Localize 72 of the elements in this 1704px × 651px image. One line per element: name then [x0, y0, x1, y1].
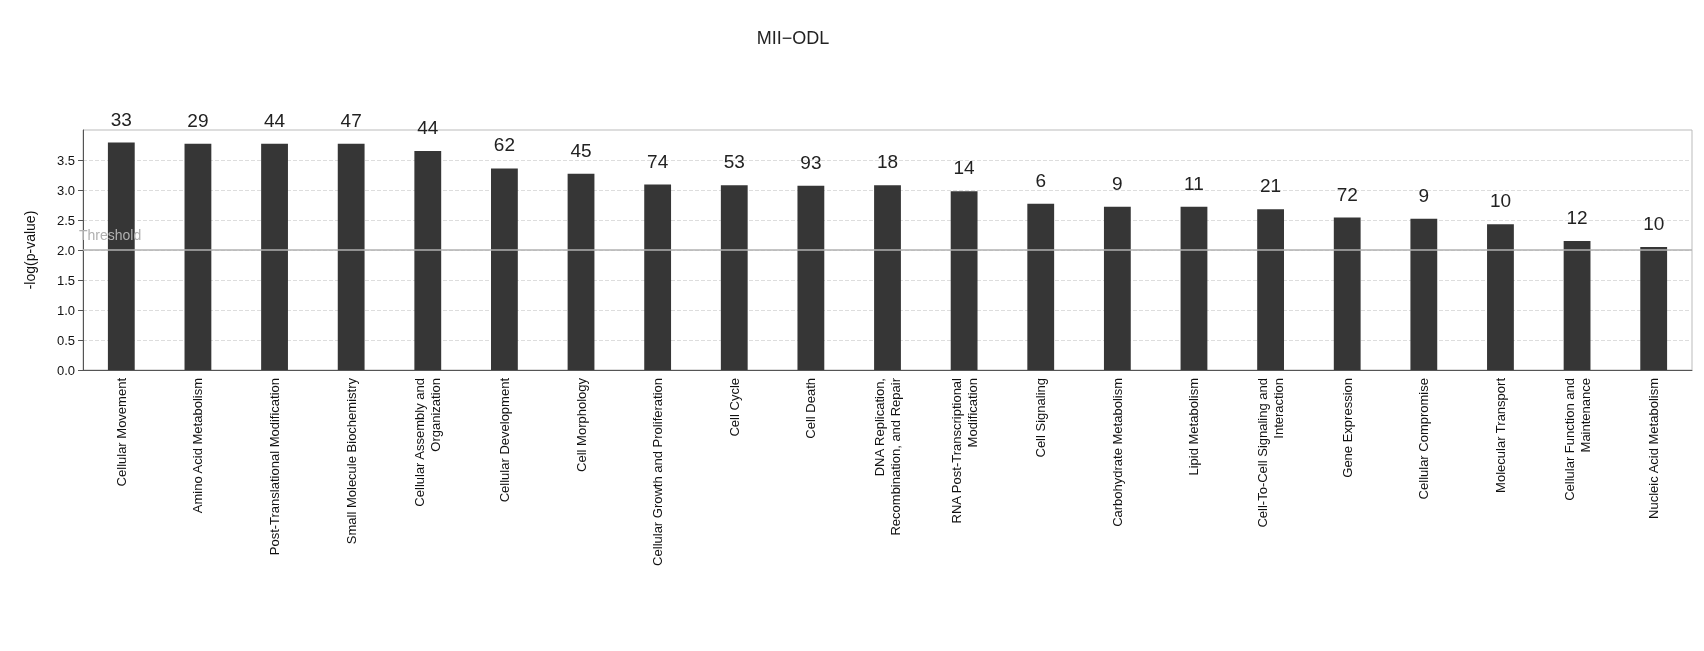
annotation: 72: [1336, 183, 1358, 205]
bar: [491, 168, 518, 370]
x-tick-label: Carbohydrate Metabolism: [1109, 378, 1125, 527]
y-tick-label: 3.5: [56, 152, 75, 168]
bar: [1487, 224, 1514, 370]
annotation: 11: [1184, 172, 1204, 194]
annotation: 33: [110, 108, 132, 130]
x-tick-label: Cell Morphology: [573, 377, 589, 472]
chart-title: MII−ODL: [756, 28, 830, 48]
bar: [1563, 241, 1591, 370]
annotation: 62: [493, 134, 515, 156]
y-tick-label: 2.5: [56, 212, 75, 228]
x-tick-label: Cellular Movement: [113, 377, 129, 487]
y-tick-label: 3.0: [56, 182, 75, 198]
annotation: 14: [953, 157, 976, 179]
bar: [184, 143, 212, 370]
annotation: 6: [1035, 169, 1047, 191]
x-tick-label: Molecular Transport: [1492, 377, 1508, 493]
annotation: 45: [570, 139, 592, 161]
x-tick-label: Cell Cycle: [726, 378, 742, 437]
y-axis-title: -log(p-value): [22, 210, 38, 290]
x-tick-label: Amino Acid Metabolism: [190, 378, 206, 514]
bar: [874, 185, 901, 370]
bar: [414, 151, 442, 370]
annotation: 9: [1418, 184, 1430, 206]
x-tick-label: Cell-To-Cell Signaling and Interaction: [1255, 378, 1287, 528]
annotation: 21: [1260, 175, 1282, 197]
x-tick-label: Cellular Compromise: [1416, 378, 1432, 500]
x-tick-label: Small Molecule Biochemistry: [343, 377, 359, 545]
x-tick-label: Gene Expression: [1339, 378, 1355, 478]
x-tick-label: Nucleic Acid Metabolism: [1646, 378, 1662, 519]
x-tick-label: Cellular Assembly and Organization: [412, 378, 444, 507]
annotation: 12: [1566, 207, 1588, 228]
x-tick-label: Post-Translational Modification: [267, 378, 283, 556]
annotation: 93: [800, 151, 822, 173]
bar: [720, 185, 748, 370]
y-tick-label: 0.0: [56, 362, 75, 378]
x-tick-label: Lipid Metabolism: [1186, 378, 1202, 476]
x-tick-label: Cellular Development: [496, 377, 512, 503]
bar: [337, 143, 365, 370]
annotation: 9: [1112, 172, 1123, 194]
bar: [1640, 247, 1668, 370]
bar: [1257, 209, 1284, 370]
x-tick-label: DNA Replication, Recombination, and Repair: [872, 377, 903, 536]
annotation: 44: [417, 117, 439, 138]
y-tick-label: 1.0: [56, 302, 75, 318]
bar: [1027, 203, 1055, 370]
annotation: 10: [1489, 190, 1512, 212]
y-tick-label: 2.0: [56, 242, 75, 258]
x-tick-label: Cell Signaling: [1033, 378, 1049, 458]
bar: [1180, 206, 1208, 370]
bar: [1103, 206, 1131, 370]
bar: [644, 184, 672, 370]
annotation: 47: [340, 109, 362, 131]
bar: [950, 191, 978, 370]
x-tick-label: Cellular Growth and Proliferation: [650, 378, 666, 566]
annotation: 44: [263, 109, 286, 131]
bar: [1410, 218, 1438, 370]
annotation: 18: [876, 151, 899, 173]
y-tick-label: 1.5: [56, 272, 75, 288]
y-tick-label: 0.5: [56, 332, 75, 348]
annotation: 10: [1643, 213, 1665, 234]
x-tick-label: Cellular Function and Maintenance: [1561, 378, 1593, 501]
annotation: 29: [187, 109, 209, 131]
x-tick-label: RNA Post-Transcriptional Modification: [948, 377, 980, 524]
bar: [567, 173, 595, 370]
bar: [261, 143, 288, 370]
annotation: 53: [723, 151, 745, 173]
bar: [1333, 217, 1361, 370]
x-tick-label: Cell Death: [803, 378, 819, 439]
bar: [797, 185, 825, 370]
annotation: 74: [647, 150, 669, 172]
